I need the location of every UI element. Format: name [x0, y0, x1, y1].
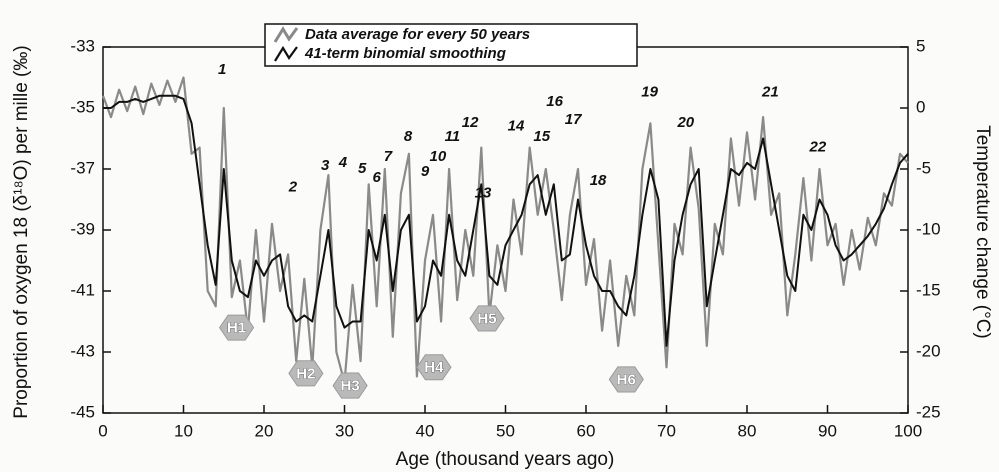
- y2-tick-label: -5: [916, 158, 931, 177]
- legend-label: 41-term binomial smoothing: [304, 45, 506, 62]
- y2-tick-label: -15: [916, 280, 941, 299]
- heinrich-label: H6: [617, 371, 636, 388]
- event-number: 19: [641, 84, 658, 101]
- event-number: 5: [358, 160, 367, 177]
- event-number: 13: [475, 184, 492, 201]
- x-tick-label: 80: [738, 421, 757, 440]
- y-tick-label: -33: [70, 36, 95, 55]
- series-line: [103, 94, 909, 347]
- event-number: 2: [288, 178, 298, 195]
- event-number: 11: [445, 128, 461, 145]
- event-number: 21: [761, 84, 779, 101]
- x-tick-label: 10: [174, 421, 193, 440]
- x-tick-label: 100: [894, 421, 922, 440]
- y2-tick-label: 0: [916, 97, 925, 116]
- event-number: 12: [462, 114, 479, 131]
- heinrich-label: H1: [227, 320, 246, 337]
- y-tick-label: -41: [70, 280, 95, 299]
- event-number: 4: [338, 154, 348, 171]
- heinrich-label: H4: [424, 359, 444, 376]
- y-tick-label: -43: [70, 341, 95, 360]
- y2-tick-label: -20: [916, 341, 941, 360]
- y2-axis-title: Temperature change (°C): [972, 125, 993, 339]
- x-tick-label: 60: [577, 421, 596, 440]
- y2-tick-label: 5: [916, 36, 925, 55]
- series-line: [101, 76, 909, 384]
- heinrich-marker: [218, 314, 255, 341]
- event-number: 6: [373, 169, 382, 186]
- heinrich-label: H2: [296, 365, 315, 382]
- y2-tick-label: -10: [916, 219, 941, 238]
- x-tick-label: 20: [255, 421, 274, 440]
- event-number: 20: [676, 114, 694, 131]
- y-tick-label: -39: [70, 219, 95, 238]
- heinrich-marker: [332, 372, 368, 399]
- y-tick-label: -35: [70, 97, 95, 116]
- event-number: 17: [565, 111, 582, 128]
- y-axis-title: Proportion of oxygen 18 (δ¹⁸O) per mille…: [11, 45, 32, 418]
- y-tick-label: -45: [70, 402, 95, 421]
- heinrich-marker: [288, 360, 324, 387]
- heinrich-label: H5: [477, 310, 496, 327]
- heinrich-marker: [469, 305, 505, 332]
- x-tick-label: 90: [818, 421, 837, 440]
- event-number: 18: [590, 172, 607, 189]
- event-number: 8: [404, 128, 413, 145]
- event-number: 22: [808, 139, 826, 156]
- x-tick-label: 40: [416, 421, 435, 440]
- y2-tick-label: -25: [916, 402, 941, 421]
- event-number: 15: [533, 128, 550, 145]
- heinrich-marker: [416, 354, 452, 381]
- x-tick-label: 30: [335, 421, 354, 440]
- event-number: 9: [421, 163, 430, 180]
- x-axis-title: Age (thousand years ago): [396, 449, 615, 470]
- legend-swatch: [274, 45, 298, 62]
- event-number: 3: [321, 157, 330, 174]
- event-number: 7: [384, 148, 393, 165]
- heinrich-label: H3: [341, 378, 360, 395]
- y-tick-label: -37: [70, 158, 95, 177]
- event-number: 14: [508, 117, 525, 134]
- event-number: 1: [218, 61, 226, 78]
- legend-label: Data average for every 50 years: [305, 26, 530, 43]
- x-tick-label: 0: [98, 421, 107, 440]
- x-tick-label: 50: [496, 421, 515, 440]
- event-number: 16: [546, 93, 563, 110]
- heinrich-marker: [608, 366, 644, 393]
- x-tick-label: 70: [657, 421, 676, 440]
- event-number: 10: [430, 148, 447, 165]
- legend-box: [264, 23, 638, 67]
- legend-swatch: [273, 26, 299, 43]
